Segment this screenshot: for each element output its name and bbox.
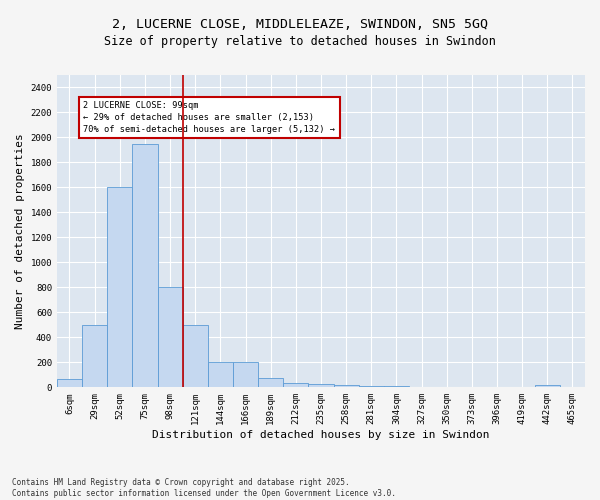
Text: 2 LUCERNE CLOSE: 99sqm
← 29% of detached houses are smaller (2,153)
70% of semi-: 2 LUCERNE CLOSE: 99sqm ← 29% of detached…: [83, 101, 335, 134]
Text: 2, LUCERNE CLOSE, MIDDLELEAZE, SWINDON, SN5 5GQ: 2, LUCERNE CLOSE, MIDDLELEAZE, SWINDON, …: [112, 18, 488, 30]
Bar: [283, 383, 308, 388]
Bar: [384, 386, 409, 388]
Bar: [182, 325, 208, 388]
X-axis label: Distribution of detached houses by size in Swindon: Distribution of detached houses by size …: [152, 430, 490, 440]
Bar: [107, 188, 133, 388]
Bar: [208, 362, 233, 388]
Bar: [233, 362, 258, 388]
Bar: [258, 378, 283, 388]
Bar: [459, 386, 484, 388]
Bar: [158, 288, 182, 388]
Bar: [409, 386, 434, 388]
Bar: [359, 386, 384, 388]
Bar: [535, 385, 560, 388]
Bar: [334, 386, 359, 388]
Bar: [82, 325, 107, 388]
Text: Contains HM Land Registry data © Crown copyright and database right 2025.
Contai: Contains HM Land Registry data © Crown c…: [12, 478, 396, 498]
Bar: [434, 386, 459, 388]
Bar: [57, 378, 82, 388]
Y-axis label: Number of detached properties: Number of detached properties: [15, 134, 25, 329]
Bar: [133, 144, 158, 388]
Bar: [308, 384, 334, 388]
Text: Size of property relative to detached houses in Swindon: Size of property relative to detached ho…: [104, 35, 496, 48]
